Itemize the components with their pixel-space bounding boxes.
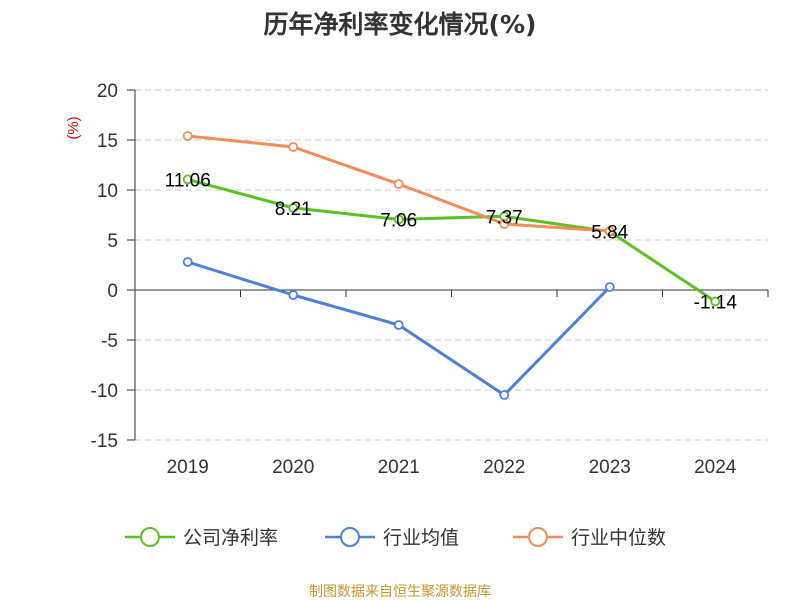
legend-swatch-marker <box>528 527 548 547</box>
x-tick-label: 2022 <box>483 457 525 478</box>
x-tick-label: 2024 <box>694 457 737 478</box>
data-label: -1.14 <box>694 292 738 313</box>
data-label: 8.21 <box>275 199 312 220</box>
y-tick-label: 0 <box>107 281 118 302</box>
data-point <box>604 282 615 292</box>
series-line <box>187 177 717 303</box>
data-labels: 11.06 8.21 7.06 7.37 5.84 -1.14 <box>165 170 738 313</box>
data-point <box>182 174 193 185</box>
y-tick-label: -15 <box>91 431 118 452</box>
y-tick-label: -10 <box>91 381 118 402</box>
y-tick-label: -5 <box>101 331 118 352</box>
data-point <box>499 219 510 229</box>
x-tick-label: 2020 <box>272 457 314 478</box>
data-label: 5.84 <box>591 223 628 244</box>
data-point <box>288 290 299 300</box>
legend-label: 行业均值 <box>383 527 459 549</box>
axes: -15 -10 -5 0 5 10 15 20 2019 2020 2021 2022 2023 2024 <box>91 81 769 478</box>
data-point <box>393 320 404 330</box>
chart-title: 历年净利率变化情况(%) <box>264 10 537 39</box>
y-tick-label: 15 <box>97 131 118 152</box>
data-point <box>604 226 615 236</box>
y-axis-unit-label: (%) <box>65 116 82 139</box>
data-point <box>288 142 299 152</box>
data-point <box>710 296 721 307</box>
y-tick-label: 5 <box>107 231 118 252</box>
x-tick-label: 2023 <box>589 457 631 478</box>
y-tick-label: 10 <box>97 181 118 202</box>
y-tick-label: 20 <box>97 81 118 102</box>
data-point <box>182 257 193 267</box>
grid-lines <box>135 89 768 441</box>
data-label: 7.06 <box>380 210 417 231</box>
legend-swatch-marker <box>140 527 160 547</box>
x-tick-label: 2021 <box>378 457 420 478</box>
data-point <box>393 179 404 189</box>
x-tick-label: 2019 <box>167 457 209 478</box>
data-point <box>499 390 510 400</box>
data-label: 11.06 <box>165 170 211 191</box>
series-layer <box>182 131 721 400</box>
legend-label: 公司净利率 <box>183 527 278 549</box>
legend-swatch-marker <box>340 527 360 547</box>
legend: 公司净利率 行业均值 行业中位数 <box>125 527 666 549</box>
legend-label: 行业中位数 <box>571 527 666 549</box>
data-label: 7.37 <box>486 207 523 228</box>
data-point <box>288 202 299 213</box>
source-note: 制图数据来自恒生聚源数据库 <box>309 584 491 600</box>
data-point <box>182 131 193 141</box>
data-point <box>393 214 404 225</box>
